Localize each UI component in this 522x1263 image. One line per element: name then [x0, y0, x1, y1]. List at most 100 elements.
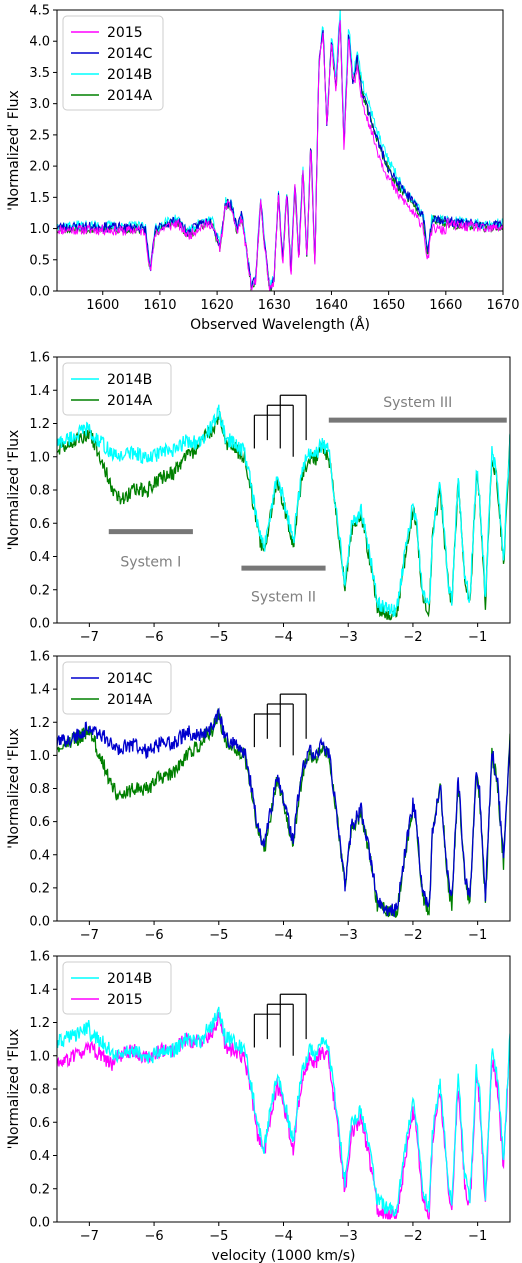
y-tick-label: 1.2	[29, 716, 50, 731]
x-tick-label: −2	[403, 630, 422, 645]
y-tick-label: 0.8	[29, 1083, 50, 1098]
legend-box	[62, 362, 172, 416]
legend-label-2014B: 2014B	[107, 971, 152, 987]
legend-label-2014A: 2014A	[107, 393, 153, 409]
legend-label-2014B: 2014B	[107, 67, 152, 83]
y-tick-label: 1.4	[29, 384, 50, 399]
series-line-2015	[57, 20, 503, 291]
y-tick-label: 0.2	[29, 881, 50, 896]
series-line-2014B	[57, 404, 510, 617]
series-line-2014B	[57, 1006, 510, 1217]
y-tick-label: 1.4	[29, 683, 50, 698]
legend-label-2014C: 2014C	[107, 46, 153, 62]
y-tick-label: 0.8	[29, 782, 50, 797]
y-tick-label: 2.5	[29, 128, 50, 143]
x-tick-label: 1660	[429, 298, 462, 313]
y-tick-label: 1.0	[29, 749, 50, 764]
y-tick-label: 1.6	[29, 950, 50, 965]
legend-label-2015: 2015	[107, 25, 143, 41]
y-tick-label: 0.0	[29, 1216, 50, 1231]
y-tick-label: 1.2	[29, 1016, 50, 1031]
x-tick-label: 1670	[486, 298, 519, 313]
x-axis-label: Observed Wavelength (Å)	[190, 316, 370, 333]
y-tick-label: 1.4	[29, 983, 50, 998]
y-tick-label: 3.0	[29, 97, 50, 112]
x-tick-label: −1	[468, 928, 487, 943]
y-tick-label: 1.0	[29, 222, 50, 237]
x-tick-label: −6	[144, 1229, 163, 1244]
y-tick-label: 0.6	[29, 1116, 50, 1131]
y-tick-label: 3.5	[29, 66, 50, 81]
y-tick-label: 0.0	[29, 285, 50, 300]
y-tick-label: 0.4	[29, 1149, 50, 1164]
legend-box	[62, 15, 164, 111]
y-tick-label: 0.2	[29, 1182, 50, 1197]
x-tick-label: −5	[209, 630, 228, 645]
panel-4: −7 −6 −5 −4 −3 −2 −1 0.0 0.2 0.4 0.6 0.8 1.0 1.2 1.4 1.…	[6, 950, 511, 1263]
x-tick-label: −6	[144, 928, 163, 943]
legend-label-2014C: 2014C	[107, 671, 153, 687]
plot-frame	[56, 9, 504, 292]
x-tick-label: −6	[144, 630, 163, 645]
y-tick-label: 0.0	[29, 915, 50, 930]
legend: 2014C 2014A	[62, 661, 172, 715]
legend-box	[62, 661, 172, 715]
x-tick-label: −3	[339, 928, 358, 943]
y-tick-label: 4.0	[29, 35, 50, 50]
legend: 2014B 2014A	[62, 362, 172, 416]
y-tick-label: 0.2	[29, 583, 50, 598]
x-tick-label: −3	[339, 1229, 358, 1244]
y-axis-label: 'Normalized' Flux	[6, 90, 22, 211]
x-tick-label: −4	[274, 1229, 293, 1244]
y-tick-label: 0.0	[29, 617, 50, 632]
y-axis-label: 'Normalized 'Flux	[6, 728, 22, 849]
y-tick-label: 1.2	[29, 417, 50, 432]
x-tick-label: −1	[468, 1229, 487, 1244]
y-tick-label: 0.6	[29, 815, 50, 830]
panel-1: 1600 1610 1620 1630 1640 1650 1660 1670 0.0 0.5 1.…	[6, 4, 520, 334]
y-tick-label: 0.6	[29, 517, 50, 532]
system-label-2: System II	[251, 589, 316, 605]
x-tick-label: −4	[274, 630, 293, 645]
y-axis-label: 'Normalized 'Flux	[6, 430, 22, 551]
legend-label-2014B: 2014B	[107, 372, 152, 388]
panel-2: System I System II System III −7 −6 −5 −4 −3 −2 −…	[6, 351, 511, 645]
x-tick-label: 1600	[86, 298, 119, 313]
legend-label-2014A: 2014A	[107, 692, 153, 708]
panel-3: −7 −6 −5 −4 −3 −2 −1 0.0 0.2 0.4 0.6 0.8 1.0 1.2 1.4 1.…	[6, 650, 511, 943]
legend: 2014B 2015	[62, 961, 172, 1015]
y-tick-label: 0.8	[29, 484, 50, 499]
y-tick-label: 0.5	[29, 253, 50, 268]
x-tick-label: −5	[209, 928, 228, 943]
x-tick-label: 1640	[315, 298, 348, 313]
y-axis-label: 'Normalized 'Flux	[6, 1029, 22, 1150]
legend-label-2015: 2015	[107, 992, 143, 1008]
x-tick-label: −2	[403, 928, 422, 943]
legend: 2015 2014C 2014B 2014A	[62, 15, 164, 111]
legend-label-2014A: 2014A	[107, 88, 153, 104]
x-tick-label: −7	[80, 630, 99, 645]
x-tick-label: 1650	[372, 298, 405, 313]
system-label-3: System III	[383, 395, 452, 411]
x-tick-label: −1	[468, 630, 487, 645]
x-tick-label: −5	[209, 1229, 228, 1244]
y-tick-label: 1.6	[29, 351, 50, 366]
x-tick-label: −3	[339, 630, 358, 645]
series-line-2014C	[57, 707, 510, 917]
y-tick-label: 0.4	[29, 550, 50, 565]
y-tick-label: 4.5	[29, 4, 50, 19]
legend-box	[62, 961, 172, 1015]
x-tick-label: −4	[274, 928, 293, 943]
y-tick-label: 1.5	[29, 191, 50, 206]
system-label-1: System I	[120, 554, 181, 570]
y-tick-label: 0.4	[29, 848, 50, 863]
y-tick-label: 2.0	[29, 160, 50, 175]
x-tick-label: 1630	[258, 298, 291, 313]
y-tick-label: 1.6	[29, 650, 50, 665]
x-tick-label: 1620	[201, 298, 234, 313]
x-tick-label: 1610	[143, 298, 176, 313]
x-tick-label: −7	[80, 928, 99, 943]
x-tick-label: −2	[403, 1229, 422, 1244]
x-tick-label: −7	[80, 1229, 99, 1244]
